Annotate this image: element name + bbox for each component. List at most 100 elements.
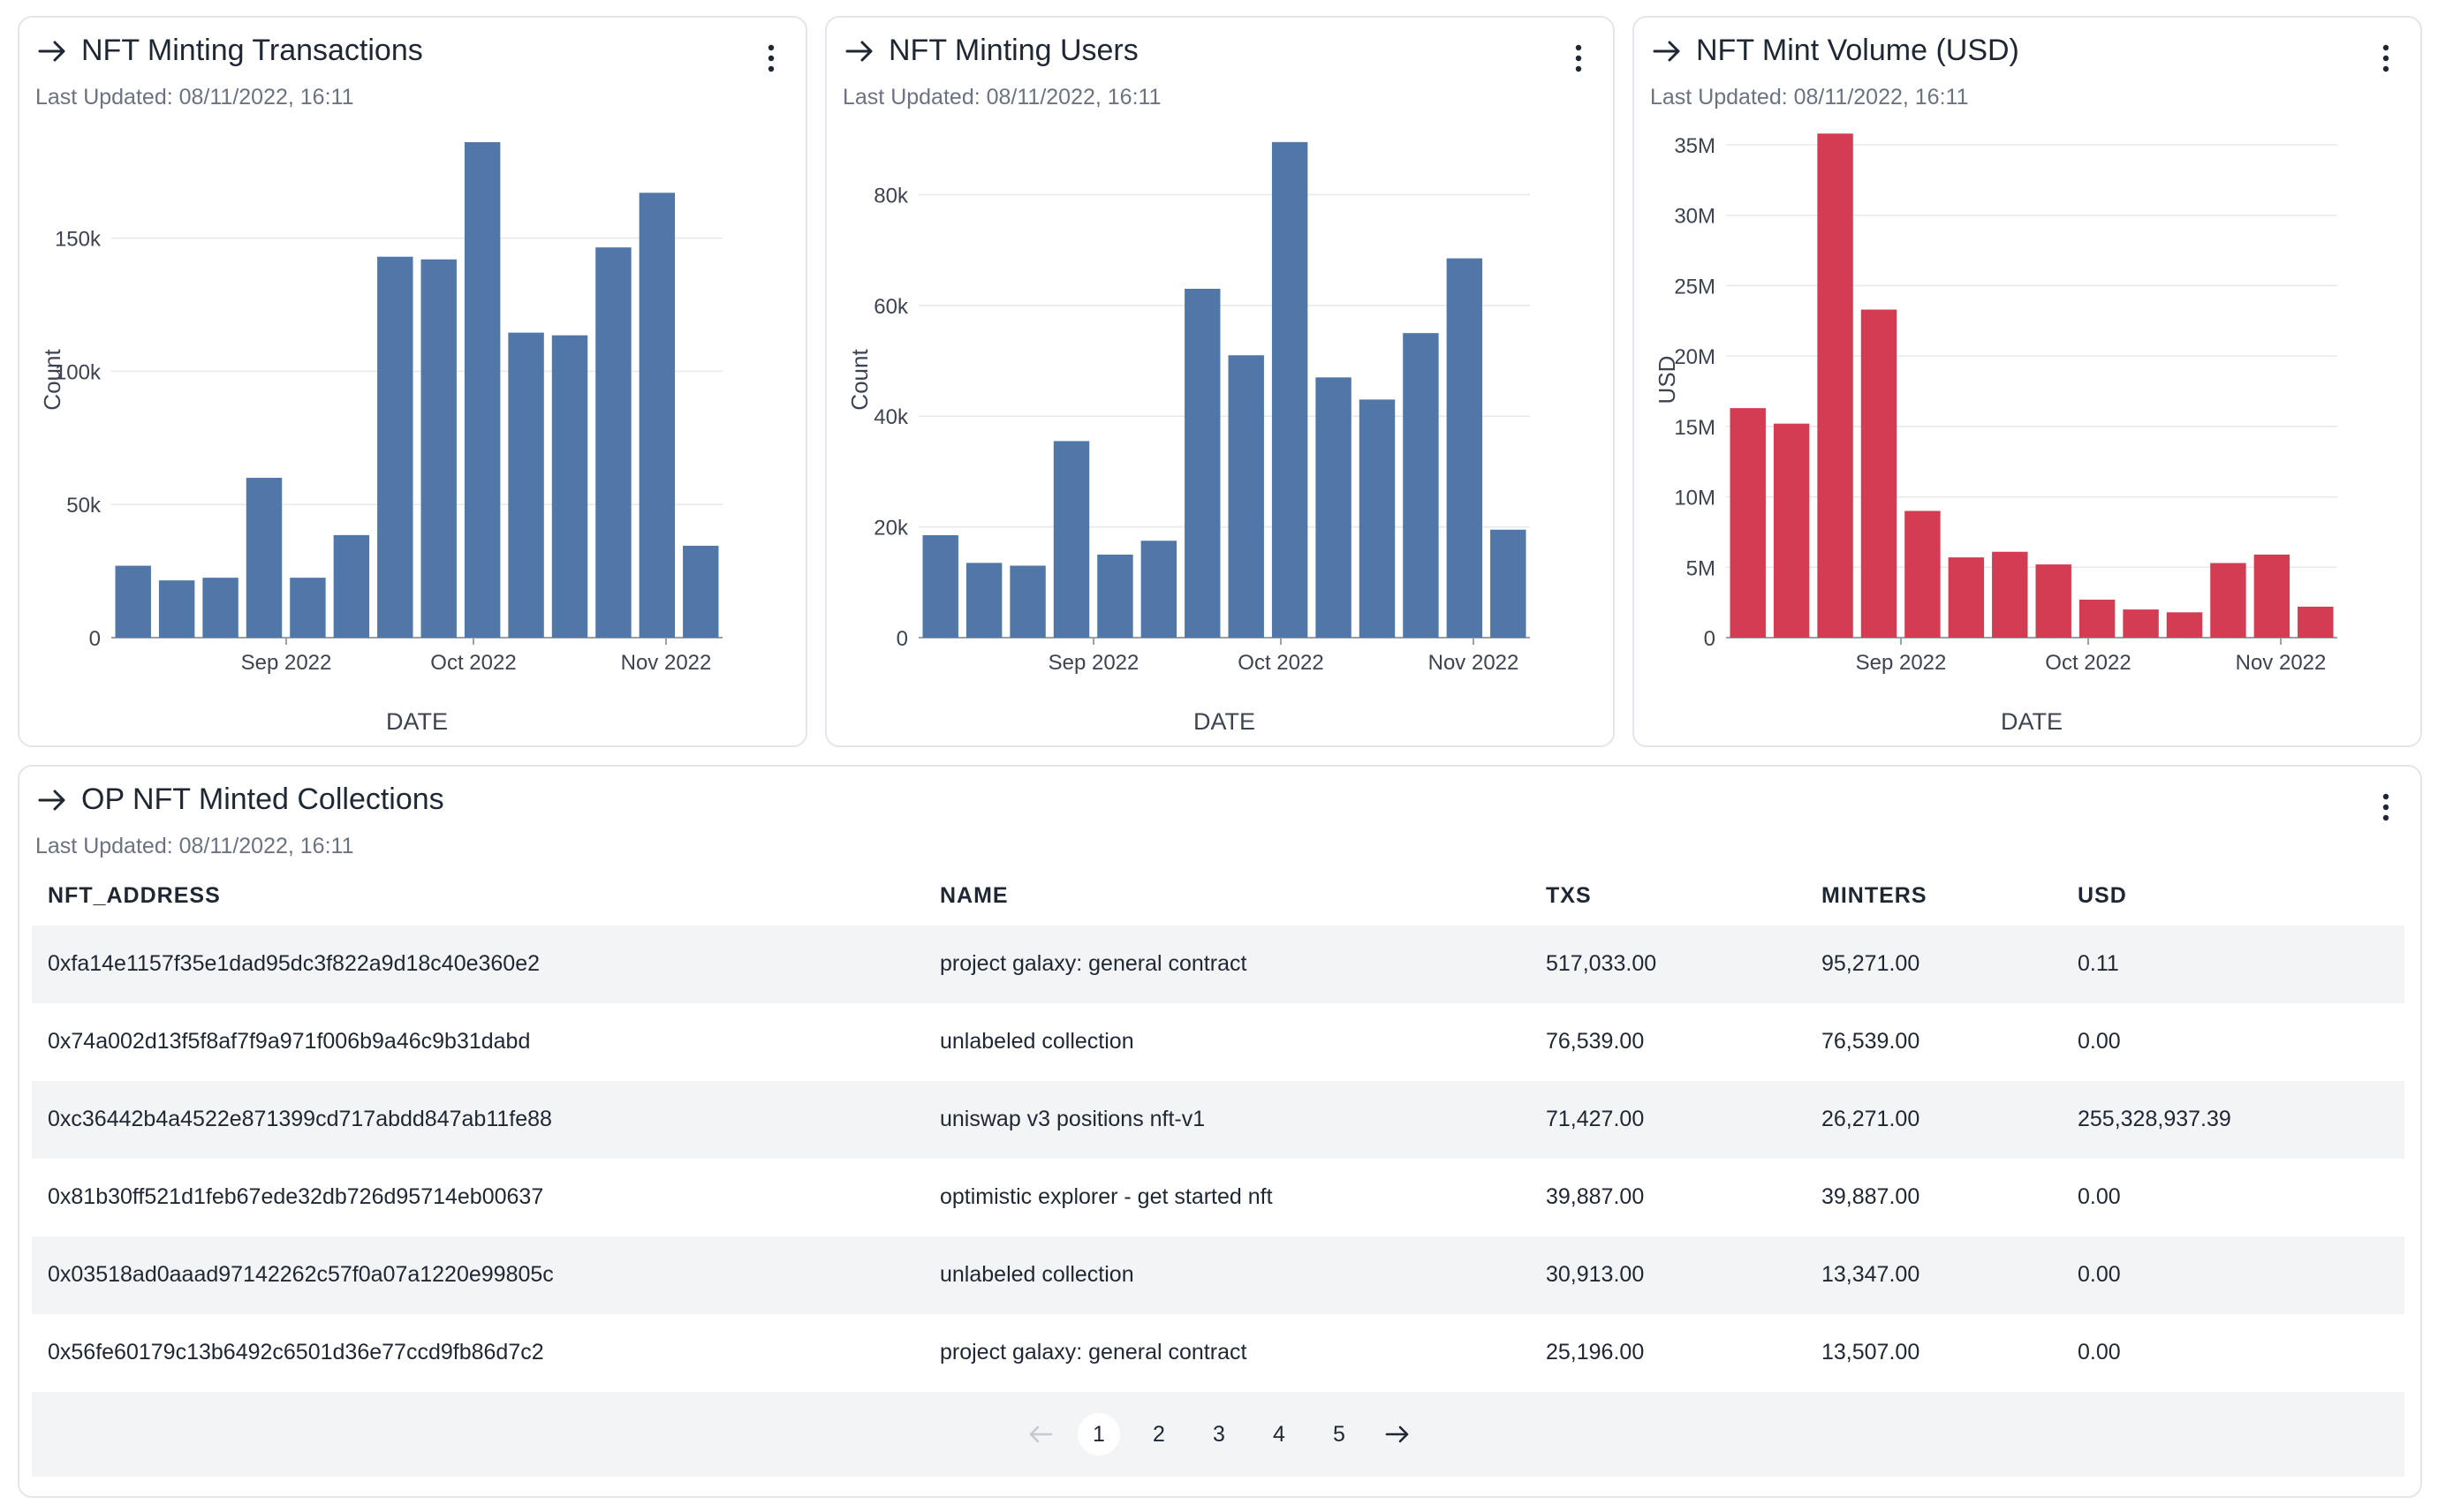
arrow-right-icon[interactable] [1376, 1413, 1419, 1455]
table-row[interactable]: 0x56fe60179c13b6492c6501d36e77ccd9fb86d7… [32, 1314, 2404, 1392]
bar [1773, 423, 1810, 638]
table-row[interactable]: 0x81b30ff521d1feb67ede32db726d95714eb006… [32, 1159, 2404, 1236]
y-tick-label: 5M [1686, 556, 1715, 580]
x-tick-label: Sep 2022 [1856, 651, 1947, 675]
x-tick-label: Nov 2022 [621, 651, 712, 675]
table-header: NFT_ADDRESS NAME TXS MINTERS USD [16, 883, 2424, 919]
cell-nft-address: 0xfa14e1157f35e1dad95dc3f822a9d18c40e360… [48, 951, 541, 976]
more-options-icon[interactable] [2373, 42, 2399, 78]
arrow-right-icon [37, 36, 67, 66]
cell-usd: 0.00 [2078, 1029, 2121, 1054]
cell-txs: 76,539.00 [1546, 1029, 1645, 1054]
bar [1271, 141, 1308, 638]
card-title-text: NFT Minting Users [889, 34, 1139, 67]
bar-chart: 0 5M 10M 15M 20M 25M 30M 35M Sep 2022 Oct 2022 Nov… [1654, 133, 2337, 735]
more-options-icon[interactable] [1565, 42, 1592, 78]
card-title[interactable]: NFT Minting Transactions [37, 34, 423, 68]
column-header-nft-address[interactable]: NFT_ADDRESS [48, 883, 221, 908]
y-tick-label: 150k [55, 228, 102, 252]
page-button[interactable]: 3 [1213, 1421, 1225, 1447]
bar [1860, 309, 1897, 638]
card-title-text: NFT Mint Volume (USD) [1696, 34, 2019, 67]
column-header-usd[interactable]: USD [2078, 883, 2127, 908]
cell-nft-address: 0x03518ad0aaad97142262c57f0a07a1220e9980… [48, 1262, 554, 1287]
y-tick-label: 60k [874, 295, 909, 319]
page-button[interactable]: 2 [1153, 1421, 1165, 1447]
y-tick-label: 0 [89, 627, 101, 651]
table-row[interactable]: 0xfa14e1157f35e1dad95dc3f822a9d18c40e360… [32, 926, 2404, 1003]
y-tick-label: 80k [874, 184, 909, 208]
bar [2078, 599, 2116, 638]
bar [158, 580, 195, 638]
bar [508, 332, 544, 638]
arrow-right-icon [844, 36, 874, 66]
chart-card-transactions: NFT Minting Transactions Last Updated: 0… [18, 16, 807, 747]
bar-chart: 0 20k 40k 60k 80k Sep 2022 Oct 2022 Nov 2022 DAT… [846, 141, 1530, 735]
bar [1228, 355, 1264, 638]
x-tick-label: Sep 2022 [1049, 651, 1140, 675]
cell-minters: 39,887.00 [1821, 1184, 1920, 1209]
column-header-minters[interactable]: MINTERS [1821, 883, 1927, 908]
cell-txs: 39,887.00 [1546, 1184, 1645, 1209]
bar [2123, 609, 2159, 638]
card-title[interactable]: NFT Minting Users [844, 34, 1139, 68]
bar [551, 335, 588, 638]
y-tick-label: 0 [897, 627, 908, 651]
y-tick-label: 0 [1704, 627, 1715, 651]
bar [1490, 529, 1526, 638]
card-title[interactable]: NFT Mint Volume (USD) [1652, 34, 2019, 68]
y-tick-label: 35M [1674, 134, 1715, 158]
cell-name: unlabeled collection [940, 1029, 1134, 1054]
bar [595, 247, 632, 638]
x-tick-label: Oct 2022 [2045, 651, 2131, 675]
x-axis-title: DATE [1193, 708, 1255, 735]
cell-txs: 30,913.00 [1546, 1262, 1645, 1287]
cell-usd: 0.00 [2078, 1340, 2121, 1365]
x-tick-label: Oct 2022 [430, 651, 516, 675]
y-axis-title: Count [39, 349, 65, 411]
more-options-icon[interactable] [758, 42, 784, 78]
bar [1315, 377, 1352, 638]
card-title-text: OP NFT Minted Collections [81, 782, 444, 816]
table-row[interactable]: 0x03518ad0aaad97142262c57f0a07a1220e9980… [32, 1236, 2404, 1314]
more-options-icon[interactable] [2373, 791, 2399, 827]
y-tick-label: 25M [1674, 275, 1715, 299]
bar [2298, 606, 2334, 638]
bar [115, 565, 151, 638]
cell-minters: 13,507.00 [1821, 1340, 1920, 1365]
page-button[interactable]: 5 [1333, 1421, 1345, 1447]
bar [1730, 408, 1766, 638]
page-button[interactable]: 1 [1078, 1413, 1120, 1455]
page-button[interactable]: 4 [1273, 1421, 1285, 1447]
y-tick-label: 50k [66, 494, 102, 518]
arrow-left-icon[interactable] [1019, 1413, 1062, 1455]
bar [246, 478, 283, 638]
bar [464, 141, 501, 639]
x-tick-label: Nov 2022 [2236, 651, 2327, 675]
table-row[interactable]: 0xc36442b4a4522e871399cd717abdd847ab11fe… [32, 1081, 2404, 1159]
cell-txs: 25,196.00 [1546, 1340, 1645, 1365]
y-tick-label: 20k [874, 517, 909, 541]
card-title-text: NFT Minting Transactions [81, 34, 423, 67]
bar [965, 563, 1003, 638]
bar [2210, 563, 2246, 638]
cell-minters: 76,539.00 [1821, 1029, 1920, 1054]
bar [683, 545, 719, 638]
table-row[interactable]: 0x74a002d13f5f8af7f9a971f006b9a46c9b31da… [32, 1003, 2404, 1081]
bar [1403, 333, 1439, 638]
bar [420, 259, 457, 638]
cell-minters: 95,271.00 [1821, 951, 1920, 976]
card-title[interactable]: OP NFT Minted Collections [37, 782, 444, 817]
cell-nft-address: 0x56fe60179c13b6492c6501d36e77ccd9fb86d7… [48, 1340, 544, 1365]
cell-name: unlabeled collection [940, 1262, 1134, 1287]
y-tick-label: 40k [874, 405, 909, 429]
column-header-name[interactable]: NAME [940, 883, 1009, 908]
bar [1817, 133, 1853, 638]
y-axis-title: USD [1654, 356, 1680, 404]
bar [922, 535, 958, 638]
column-header-txs[interactable]: TXS [1546, 883, 1592, 908]
last-updated: Last Updated: 08/11/2022, 16:11 [35, 834, 354, 858]
cell-name: project galaxy: general contract [940, 1340, 1247, 1365]
cell-nft-address: 0xc36442b4a4522e871399cd717abdd847ab11fe… [48, 1107, 552, 1131]
x-tick-label: Nov 2022 [1428, 651, 1519, 675]
